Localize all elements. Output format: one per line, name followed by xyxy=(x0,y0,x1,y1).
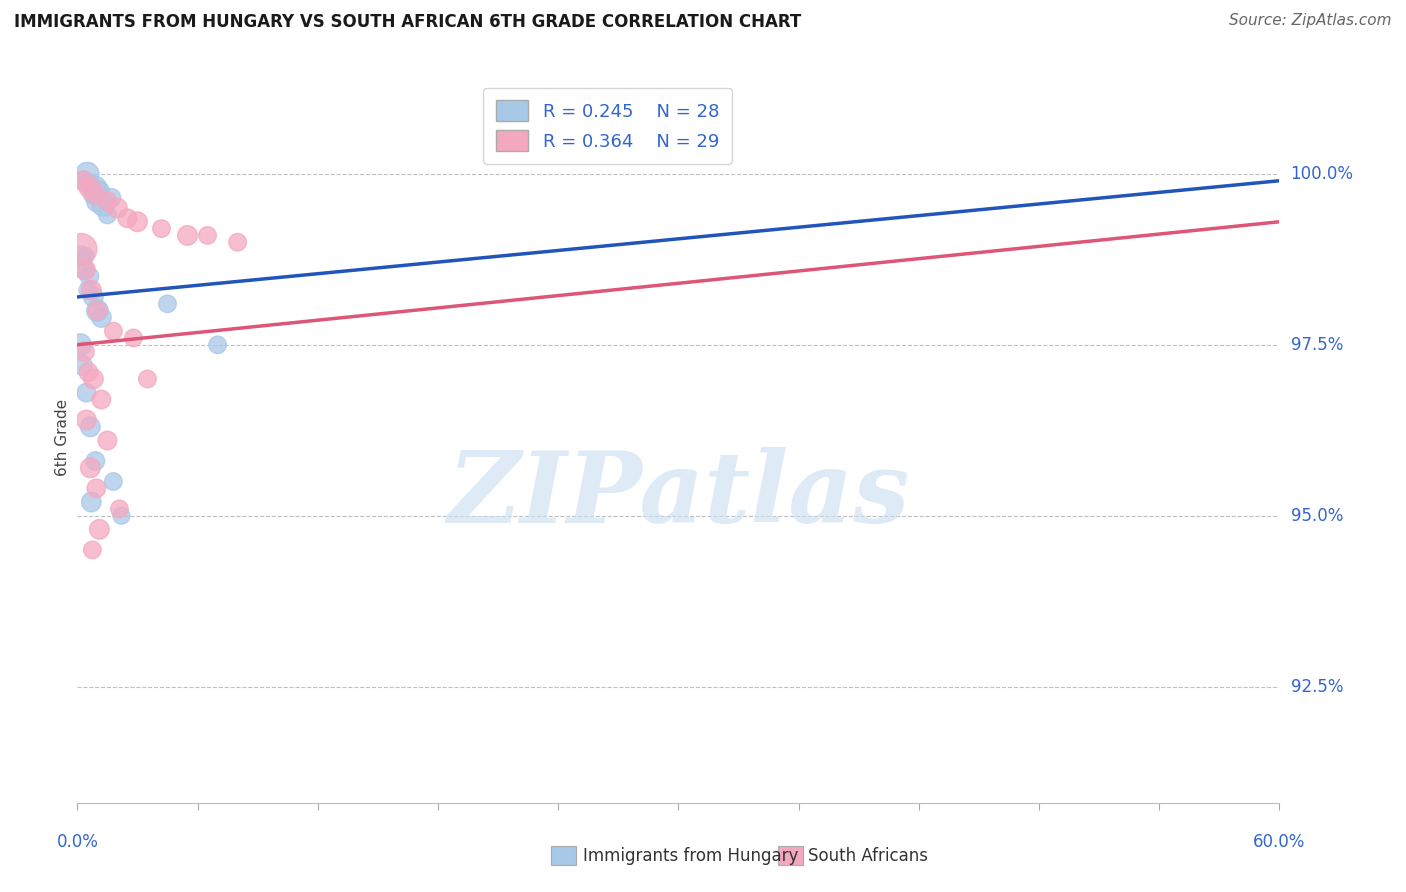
Point xyxy=(79,420,101,434)
Text: 92.5%: 92.5% xyxy=(1291,678,1343,696)
Point xyxy=(82,372,104,386)
Point xyxy=(69,338,91,352)
Text: 95.0%: 95.0% xyxy=(1291,507,1343,524)
Point xyxy=(79,177,101,191)
Point xyxy=(89,522,111,536)
Point xyxy=(150,221,173,235)
Text: ZIPatlas: ZIPatlas xyxy=(447,448,910,544)
Point xyxy=(89,184,111,198)
Point xyxy=(86,303,108,318)
Point xyxy=(70,249,93,263)
Point xyxy=(103,475,125,489)
Point xyxy=(79,460,101,475)
Text: 60.0%: 60.0% xyxy=(1253,833,1306,851)
Point xyxy=(80,283,103,297)
Text: South Africans: South Africans xyxy=(808,847,928,865)
Point xyxy=(77,365,100,379)
Point xyxy=(86,303,108,318)
Point xyxy=(96,194,118,209)
Point xyxy=(93,197,115,211)
Point xyxy=(79,269,101,284)
Point xyxy=(207,338,229,352)
Point xyxy=(75,385,97,400)
Point xyxy=(70,242,93,256)
Point xyxy=(77,283,100,297)
Point xyxy=(103,324,125,338)
Point xyxy=(73,344,96,359)
Point xyxy=(96,208,118,222)
Point xyxy=(110,508,132,523)
Point xyxy=(72,174,94,188)
Point xyxy=(86,481,108,495)
Text: IMMIGRANTS FROM HUNGARY VS SOUTH AFRICAN 6TH GRADE CORRELATION CHART: IMMIGRANTS FROM HUNGARY VS SOUTH AFRICAN… xyxy=(14,13,801,31)
Point xyxy=(73,262,96,277)
Text: Immigrants from Hungary: Immigrants from Hungary xyxy=(583,847,799,865)
Point xyxy=(84,454,107,468)
Point xyxy=(122,331,145,345)
Point xyxy=(76,167,98,181)
Point xyxy=(96,434,118,448)
Point xyxy=(117,211,139,226)
Text: 97.5%: 97.5% xyxy=(1291,335,1343,354)
Point xyxy=(90,392,112,407)
Point xyxy=(136,372,159,386)
Point xyxy=(197,228,219,243)
Y-axis label: 6th Grade: 6th Grade xyxy=(55,399,70,475)
Point xyxy=(80,495,103,509)
Point xyxy=(100,191,122,205)
Point xyxy=(75,262,97,277)
Text: 0.0%: 0.0% xyxy=(56,833,98,851)
Point xyxy=(107,201,129,215)
Point xyxy=(84,180,107,194)
Point xyxy=(226,235,249,250)
Point xyxy=(108,501,131,516)
Legend: R = 0.245    N = 28, R = 0.364    N = 29: R = 0.245 N = 28, R = 0.364 N = 29 xyxy=(484,87,731,164)
Point xyxy=(72,359,94,373)
Point xyxy=(75,413,97,427)
Point xyxy=(90,310,112,325)
Point xyxy=(86,194,108,209)
Point xyxy=(176,228,198,243)
Point xyxy=(156,297,179,311)
Text: 100.0%: 100.0% xyxy=(1291,165,1354,183)
Point xyxy=(75,249,97,263)
Point xyxy=(72,174,94,188)
Point xyxy=(82,290,104,304)
Point xyxy=(127,215,149,229)
Point xyxy=(82,187,104,202)
Point xyxy=(79,180,101,194)
Point xyxy=(82,542,104,557)
Text: Source: ZipAtlas.com: Source: ZipAtlas.com xyxy=(1229,13,1392,29)
Point xyxy=(84,187,107,202)
